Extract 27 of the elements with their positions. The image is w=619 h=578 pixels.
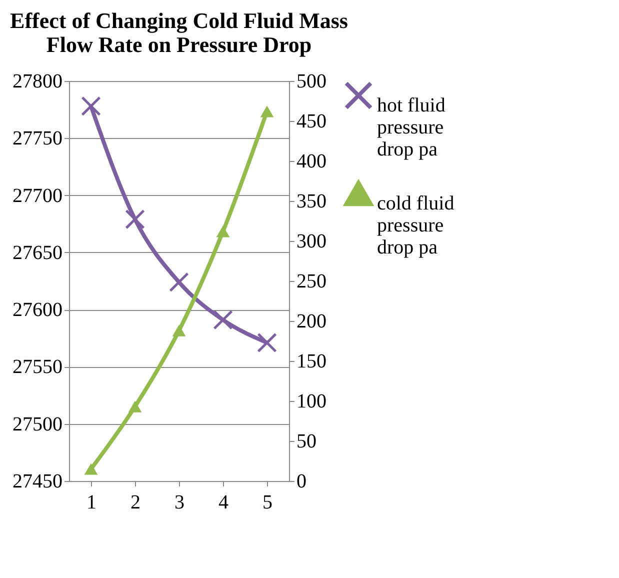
- y-tick-label: 27550: [12, 356, 62, 378]
- x-tick-label: 5: [262, 492, 272, 514]
- y2-tick-label: 250: [296, 270, 326, 292]
- y2-tick-label: 400: [296, 150, 326, 172]
- y-tick-label: 27500: [12, 413, 62, 436]
- y-tick-label: 27800: [12, 70, 62, 92]
- y2-tick-label: 300: [296, 230, 326, 252]
- y2-tick-label: 350: [296, 190, 326, 212]
- x-tick-label: 1: [86, 492, 96, 514]
- y-tick-label: 27650: [12, 242, 62, 264]
- y-tick-label: 27700: [12, 184, 62, 207]
- y-tick-label: 27450: [12, 470, 62, 492]
- y-tick-label: 27750: [12, 128, 62, 150]
- y2-tick-label: 150: [296, 350, 326, 372]
- y2-tick-label: 0: [296, 470, 306, 492]
- y2-tick-label: 50: [296, 430, 316, 452]
- y-tick-label: 27600: [12, 299, 62, 322]
- y2-tick-label: 450: [296, 110, 326, 132]
- x-tick-label: 2: [130, 492, 140, 514]
- x-tick-label: 4: [218, 492, 228, 514]
- y2-tick-label: 100: [296, 390, 326, 412]
- x-tick-label: 3: [174, 492, 184, 514]
- chart-title: Effect of Changing Cold Fluid Mass Flow Rate on Pressure Drop: [10, 8, 348, 57]
- legend-label: hot fluid pressure drop pa: [377, 94, 446, 160]
- y2-tick-label: 200: [296, 310, 326, 332]
- legend-label: cold fluid pressure drop pa: [377, 192, 454, 258]
- y2-tick-label: 500: [296, 70, 326, 92]
